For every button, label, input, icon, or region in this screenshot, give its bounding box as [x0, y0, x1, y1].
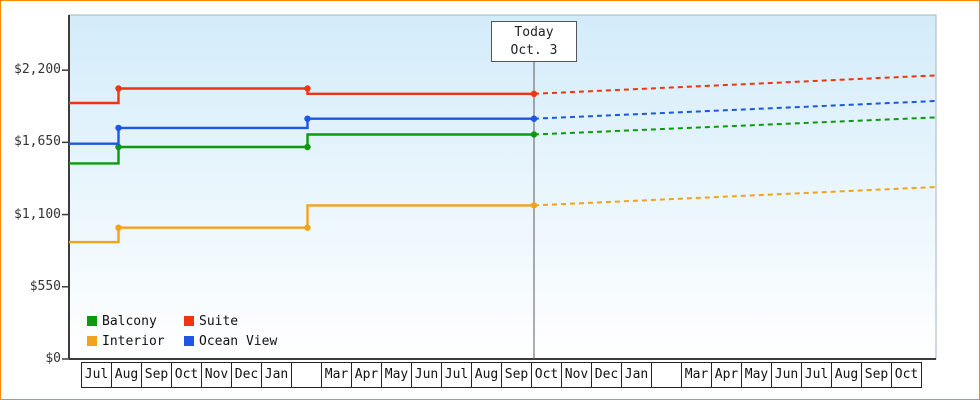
chart-legend: Balcony Suite Interior Ocean View	[87, 311, 277, 351]
x-axis-month-cell: Apr	[351, 362, 382, 388]
x-axis-month-cell: May	[381, 362, 412, 388]
today-marker: Today Oct. 3	[491, 21, 577, 62]
series-balcony-point	[304, 143, 311, 151]
legend-label-ocean-view: Ocean View	[199, 333, 278, 349]
x-axis-month-cell: Dec	[231, 362, 262, 388]
today-label: Today	[514, 25, 554, 40]
x-axis-month-cell: Sep	[501, 362, 532, 388]
series-suite-point	[530, 90, 538, 98]
legend-label-interior: Interior	[102, 333, 165, 349]
x-axis-month-cell: Aug	[831, 362, 862, 388]
series-balcony-forecast-line	[533, 116, 937, 136]
series-suite-history-line	[69, 87, 534, 105]
y-axis-label: $2,200	[14, 62, 61, 78]
x-axis-month-cell: May	[741, 362, 772, 388]
x-axis-month-cell: Apr	[711, 362, 742, 388]
x-axis-month-cell: Sep	[141, 362, 172, 388]
series-ocean-view-forecast-line	[533, 100, 937, 120]
x-axis-month-cell: Jan	[621, 362, 652, 388]
legend-row: Balcony Suite	[87, 311, 277, 331]
series-suite-point	[115, 85, 122, 92]
x-axis-month-cell: Jan	[261, 362, 292, 388]
legend-item-suite: Suite	[184, 314, 238, 329]
y-axis-label: $1,650	[14, 134, 61, 150]
x-axis-month-cell: Jul	[801, 362, 832, 388]
series-ocean-view-point	[530, 115, 538, 122]
interior-swatch-icon	[87, 336, 97, 346]
x-axis-month-cell: Sep	[861, 362, 892, 388]
series-balcony-point	[115, 143, 122, 151]
suite-swatch-icon	[184, 316, 194, 326]
x-axis-month-cell: Jun	[411, 362, 442, 388]
legend-item-ocean-view: Ocean View	[184, 334, 277, 349]
legend-row: Interior Ocean View	[87, 331, 277, 351]
x-axis-month-cell	[291, 362, 322, 388]
legend-item-balcony: Balcony	[87, 314, 184, 329]
series-ocean-view-history-line	[69, 117, 534, 145]
x-axis-month-cell: Nov	[201, 362, 232, 388]
series-interior-point	[530, 202, 538, 209]
x-axis-month-cell: Jun	[771, 362, 802, 388]
today-date: Oct. 3	[510, 43, 558, 58]
y-axis-label: $0	[45, 351, 61, 366]
series-ocean-view-point	[115, 124, 122, 132]
series-balcony-point	[530, 131, 538, 138]
series-interior-point	[115, 224, 122, 231]
series-interior-history-line	[69, 204, 534, 244]
x-axis-month-cell	[651, 362, 682, 388]
x-axis-month-cell: Dec	[591, 362, 622, 388]
series-suite-point	[304, 85, 311, 92]
plot-background	[69, 15, 936, 359]
x-axis-month-cell: Aug	[471, 362, 502, 388]
x-axis-month-cell: Jul	[441, 362, 472, 388]
balcony-swatch-icon	[87, 316, 97, 326]
legend-label-balcony: Balcony	[102, 313, 157, 329]
legend-label-suite: Suite	[199, 313, 239, 329]
x-axis-month-cell: Mar	[321, 362, 352, 388]
x-axis-month-cell: Oct	[171, 362, 202, 388]
series-suite-forecast-line	[533, 74, 937, 95]
legend-item-interior: Interior	[87, 334, 184, 349]
ocean-view-swatch-icon	[184, 336, 194, 346]
y-axis-label: $1,100	[14, 206, 61, 222]
series-balcony-history-line	[69, 133, 534, 165]
x-axis-month-cell: Mar	[681, 362, 712, 388]
series-interior-forecast-line	[533, 186, 937, 207]
y-axis-label: $550	[29, 278, 61, 294]
x-axis-month-cell: Oct	[531, 362, 562, 388]
x-axis-month-cell: Oct	[891, 362, 922, 388]
series-interior-point	[304, 224, 311, 231]
series-ocean-view-point	[304, 115, 311, 122]
x-axis-month-cell: Jul	[81, 362, 112, 388]
x-axis-month-cell: Aug	[111, 362, 142, 388]
x-axis-month-cell: Nov	[561, 362, 592, 388]
